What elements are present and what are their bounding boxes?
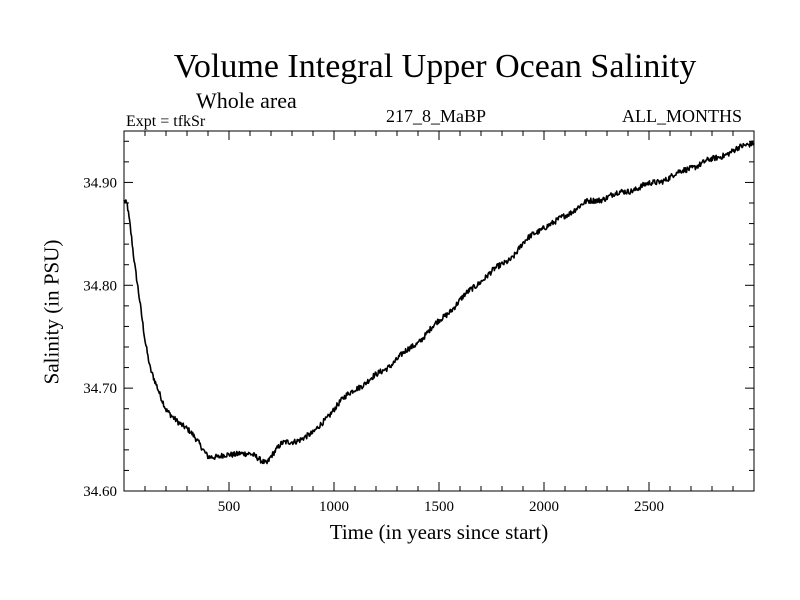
axis-ticks (124, 131, 754, 491)
y-tick-label: 34.90 (83, 175, 117, 191)
y-tick-label: 34.70 (83, 381, 117, 397)
plot-frame (123, 130, 755, 492)
x-tick-label: 2000 (529, 499, 559, 515)
x-tick-label: 500 (218, 499, 241, 515)
experiment-label: Expt = tfkSr (126, 113, 206, 130)
run-label: 217_8_MaBP (386, 106, 487, 126)
x-tick-label: 2500 (634, 499, 664, 515)
salinity-series-line (123, 140, 755, 465)
x-tick-label: 1000 (319, 499, 349, 515)
x-axis-label: Time (in years since start) (329, 520, 549, 544)
months-label: ALL_MONTHS (622, 106, 742, 126)
tick-labels: 500 1000 1500 2000 2500 34.60 34.70 34.80 34.90 (83, 175, 664, 515)
y-tick-label: 34.60 (83, 484, 117, 500)
chart-subtitle: Whole area (196, 88, 297, 113)
y-tick-label: 34.80 (83, 278, 117, 294)
chart-title: Volume Integral Upper Ocean Salinity (173, 48, 697, 85)
x-tick-label: 1500 (424, 499, 454, 515)
